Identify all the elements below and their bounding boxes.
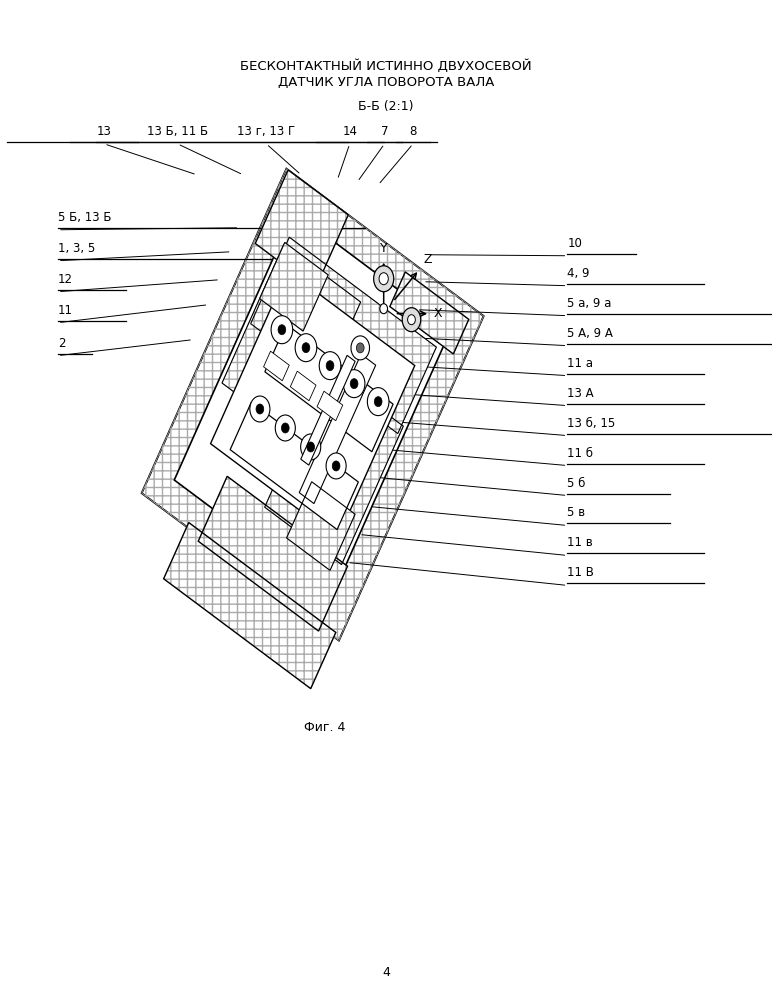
Circle shape — [256, 404, 264, 414]
Circle shape — [326, 453, 346, 479]
Circle shape — [282, 423, 290, 433]
Circle shape — [357, 343, 364, 353]
Circle shape — [379, 273, 388, 285]
Polygon shape — [317, 392, 343, 421]
Text: 12: 12 — [58, 273, 73, 286]
Polygon shape — [230, 402, 358, 529]
Circle shape — [332, 461, 340, 471]
Text: 4: 4 — [382, 965, 390, 979]
Polygon shape — [286, 482, 355, 570]
Polygon shape — [259, 243, 328, 331]
Text: 13 Б, 11 Б: 13 Б, 11 Б — [147, 125, 208, 138]
Polygon shape — [300, 355, 376, 503]
Text: 11: 11 — [58, 304, 73, 317]
Circle shape — [344, 370, 365, 398]
Text: Y: Y — [380, 242, 388, 255]
Polygon shape — [251, 237, 436, 434]
Polygon shape — [265, 325, 393, 452]
Circle shape — [380, 304, 388, 314]
Text: 11 В: 11 В — [567, 566, 594, 579]
Text: 5 А, 9 А: 5 А, 9 А — [567, 327, 613, 340]
Polygon shape — [174, 212, 451, 597]
Text: Фиг. 4: Фиг. 4 — [303, 720, 345, 734]
Circle shape — [250, 396, 270, 422]
Circle shape — [271, 316, 293, 344]
Circle shape — [374, 266, 394, 292]
Text: Б-Б (2:1): Б-Б (2:1) — [358, 100, 414, 114]
Text: 5 Б, 13 Б: 5 Б, 13 Б — [58, 211, 111, 224]
Circle shape — [276, 415, 296, 441]
Circle shape — [320, 352, 340, 380]
Polygon shape — [164, 522, 336, 688]
Polygon shape — [390, 272, 469, 354]
Polygon shape — [301, 356, 355, 466]
Text: 5 в: 5 в — [567, 506, 585, 519]
Polygon shape — [256, 170, 348, 289]
Circle shape — [306, 442, 314, 452]
Polygon shape — [142, 169, 483, 640]
Polygon shape — [211, 271, 415, 538]
Text: 11 б: 11 б — [567, 447, 594, 460]
Polygon shape — [290, 372, 316, 401]
Circle shape — [374, 397, 382, 407]
Circle shape — [295, 334, 317, 362]
Text: 11 в: 11 в — [567, 536, 593, 549]
Polygon shape — [265, 369, 403, 564]
Text: O': O' — [366, 317, 380, 330]
Text: Z: Z — [423, 253, 432, 266]
Circle shape — [402, 308, 421, 332]
Text: 14: 14 — [342, 125, 357, 138]
Text: 10: 10 — [567, 237, 582, 250]
Polygon shape — [198, 477, 347, 631]
Text: 1, 3, 5: 1, 3, 5 — [58, 242, 95, 255]
Polygon shape — [263, 352, 290, 381]
Text: 4, 9: 4, 9 — [567, 267, 590, 280]
Polygon shape — [222, 245, 361, 441]
Text: 13 г, 13 Г: 13 г, 13 Г — [237, 125, 296, 138]
Circle shape — [278, 325, 286, 335]
Text: 5 а, 9 а: 5 а, 9 а — [567, 297, 611, 310]
Circle shape — [302, 343, 310, 353]
Text: 2: 2 — [58, 337, 66, 350]
Circle shape — [408, 315, 415, 325]
Text: БЕСКОНТАКТНЫЙ ИСТИННО ДВУХОСЕВОЙ: БЕСКОНТАКТНЫЙ ИСТИННО ДВУХОСЕВОЙ — [240, 59, 532, 73]
Text: 8: 8 — [409, 125, 417, 138]
Circle shape — [367, 388, 389, 416]
Circle shape — [351, 336, 370, 360]
Text: 13 б, 15: 13 б, 15 — [567, 417, 616, 430]
Text: 11 а: 11 а — [567, 357, 594, 370]
Text: ДАТЧИК УГЛА ПОВОРОТА ВАЛА: ДАТЧИК УГЛА ПОВОРОТА ВАЛА — [278, 76, 494, 90]
Text: 13 А: 13 А — [567, 387, 594, 400]
Text: X: X — [434, 307, 442, 321]
Text: 7: 7 — [381, 125, 388, 138]
Circle shape — [326, 361, 334, 371]
Circle shape — [350, 379, 358, 389]
Circle shape — [300, 434, 320, 460]
Text: 13: 13 — [96, 125, 112, 138]
Text: 5 б: 5 б — [567, 477, 586, 490]
